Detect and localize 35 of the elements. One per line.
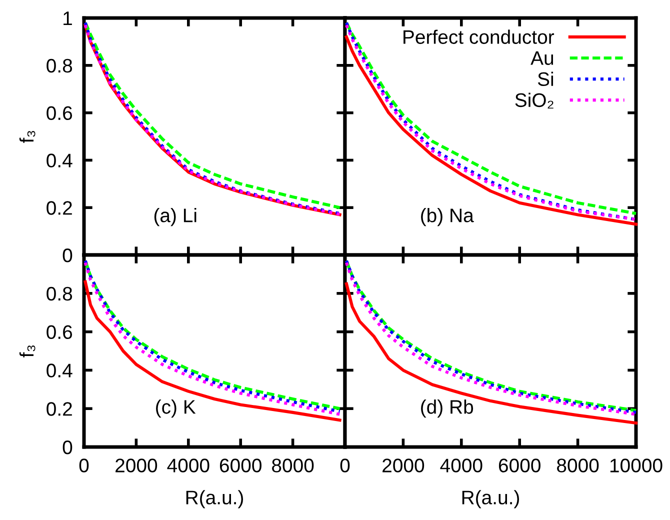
y-tick-label: 0.2: [46, 402, 72, 416]
y-tick-label: 0.6: [46, 106, 72, 120]
annotation: (d) Rb: [421, 400, 474, 418]
x-tick-label: 8000: [557, 458, 599, 472]
y-axis-title: f₃: [19, 130, 36, 143]
y-tick-label: 0.8: [46, 286, 72, 301]
annotation: (a) Li: [154, 208, 196, 226]
x-tick-label: 6000: [498, 458, 540, 472]
annotation: (c) K: [156, 400, 196, 418]
x-tick-label: 0: [340, 458, 350, 472]
x-tick-label: 2000: [382, 458, 424, 472]
x-tick-label: 4000: [440, 458, 482, 472]
y-tick-label: 0.4: [46, 364, 72, 378]
y-tick-label: 0: [62, 440, 72, 454]
x-tick-label: 0: [79, 458, 89, 472]
y-axis-title: f₃: [19, 345, 36, 358]
x-tick-label: 4000: [167, 458, 210, 472]
legend-label: Au: [530, 51, 554, 65]
legend-label: Perfect conductor: [404, 30, 554, 44]
y-tick-label: 0.4: [46, 154, 72, 168]
y-tick-label: 0.2: [46, 201, 72, 215]
x-axis-title: R(a.u.): [186, 490, 244, 508]
y-tick-label: 0: [62, 248, 72, 262]
x-tick-label: 6000: [220, 458, 262, 472]
legend-label: SiO₂: [515, 92, 554, 109]
x-axis-title: R(a.u.): [462, 490, 520, 508]
y-tick-label: 1: [64, 12, 72, 26]
line-series: [84, 280, 342, 422]
legend-label: Si: [538, 72, 554, 86]
y-tick-label: 0.6: [46, 325, 72, 340]
x-tick-label: 2000: [116, 458, 158, 472]
annotation: (b) Na: [421, 208, 474, 226]
x-tick-label: 10000: [610, 458, 662, 472]
y-tick-label: 0.8: [46, 58, 72, 73]
x-tick-label: 8000: [272, 458, 314, 472]
